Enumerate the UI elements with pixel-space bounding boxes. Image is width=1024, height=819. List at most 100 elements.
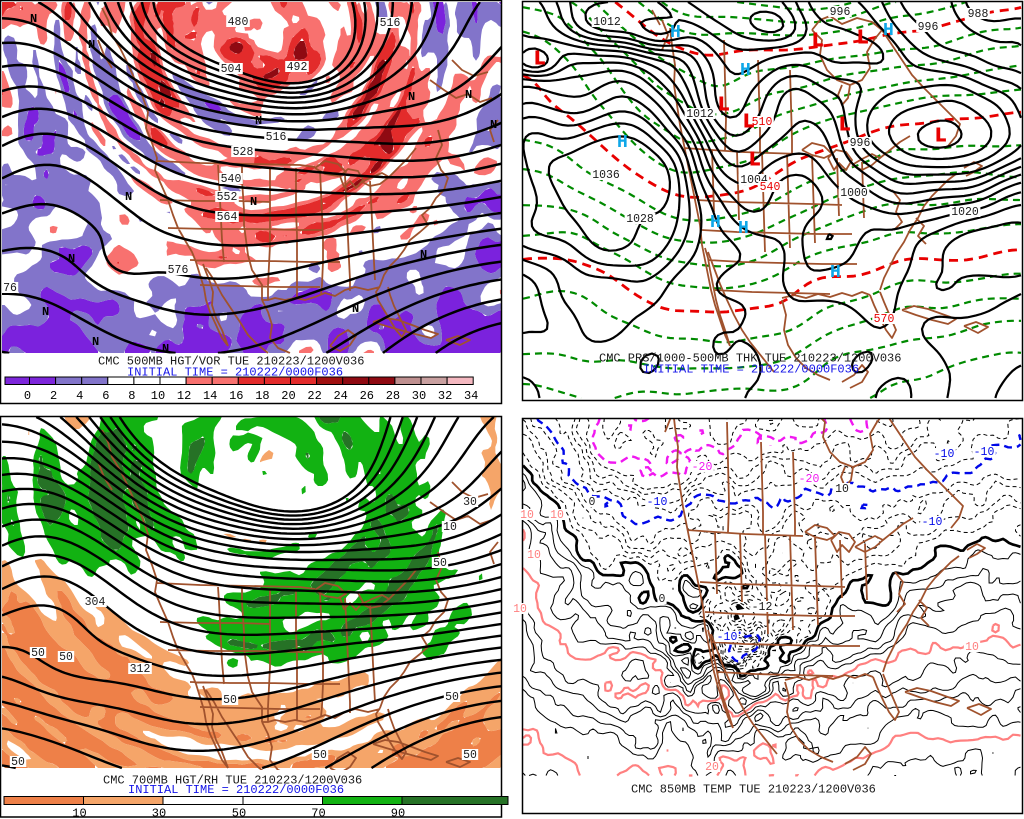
svg-text:H: H	[617, 133, 628, 153]
svg-text:988: 988	[968, 8, 989, 21]
svg-text:N: N	[408, 90, 415, 104]
svg-text:552: 552	[217, 191, 238, 204]
svg-text:CMC PRS/1000-500MB THK TUE 210: CMC PRS/1000-500MB THK TUE 210223/1200V0…	[599, 352, 901, 366]
svg-text:N: N	[88, 38, 95, 52]
svg-text:6: 6	[102, 389, 109, 403]
svg-text:50: 50	[11, 756, 25, 769]
svg-text:10: 10	[151, 389, 165, 403]
svg-text:34: 34	[464, 389, 478, 403]
svg-text:N: N	[250, 195, 257, 209]
svg-text:2: 2	[50, 389, 57, 403]
svg-text:12: 12	[177, 389, 191, 403]
svg-text:H: H	[738, 219, 749, 239]
svg-text:N: N	[162, 342, 169, 356]
svg-text:N: N	[68, 252, 75, 266]
svg-text:50: 50	[232, 807, 246, 819]
svg-text:H: H	[740, 61, 751, 81]
svg-text:50: 50	[223, 694, 237, 707]
svg-text:L: L	[718, 94, 729, 116]
svg-text:50: 50	[59, 651, 73, 664]
svg-text:N: N	[465, 88, 472, 102]
svg-text:32: 32	[438, 389, 452, 403]
svg-text:N: N	[92, 335, 99, 349]
svg-text:996: 996	[850, 137, 871, 150]
svg-text:90: 90	[391, 807, 405, 819]
svg-text:N: N	[352, 302, 359, 316]
svg-text:8: 8	[128, 389, 135, 403]
svg-text:22: 22	[307, 389, 321, 403]
svg-text:N: N	[255, 114, 262, 128]
svg-text:492: 492	[287, 61, 308, 74]
svg-text:-10: -10	[934, 448, 955, 461]
svg-text:-12: -12	[752, 601, 773, 614]
svg-text:50: 50	[463, 749, 477, 762]
svg-text:H: H	[710, 213, 721, 233]
svg-text:510: 510	[752, 116, 773, 129]
svg-text:H: H	[670, 23, 681, 43]
svg-text:0: 0	[24, 389, 31, 403]
svg-text:INITIAL TIME = 210222/0000F036: INITIAL TIME = 210222/0000F036	[643, 363, 859, 377]
svg-text:CMC 850MB TEMP TUE 210223/1200: CMC 850MB TEMP TUE 210223/1200V036	[631, 783, 876, 797]
svg-text:CMC 700MB HGT/RH TUE 210223/12: CMC 700MB HGT/RH TUE 210223/1200V036	[103, 774, 362, 788]
svg-text:N: N	[125, 190, 132, 204]
svg-text:540: 540	[760, 181, 781, 194]
svg-text:1000: 1000	[840, 187, 868, 200]
svg-text:10: 10	[550, 509, 564, 522]
svg-text:H: H	[830, 263, 841, 283]
svg-text:26: 26	[360, 389, 374, 403]
svg-text:70: 70	[311, 807, 325, 819]
svg-text:20: 20	[281, 389, 295, 403]
svg-text:50: 50	[445, 691, 459, 704]
svg-text:570: 570	[874, 313, 895, 326]
svg-text:4: 4	[76, 389, 83, 403]
svg-text:996: 996	[830, 6, 851, 19]
svg-text:L: L	[743, 111, 754, 133]
svg-text:N: N	[30, 12, 37, 26]
svg-text:312: 312	[130, 663, 151, 676]
svg-text:50: 50	[433, 557, 447, 570]
svg-text:10: 10	[965, 641, 979, 654]
svg-text:L: L	[935, 125, 946, 147]
svg-text:480: 480	[228, 16, 249, 29]
svg-text:504: 504	[221, 63, 242, 76]
svg-text:304: 304	[85, 596, 106, 609]
svg-text:0: 0	[589, 496, 596, 509]
svg-text:1012: 1012	[593, 16, 621, 29]
svg-text:L: L	[749, 149, 760, 171]
svg-text:18: 18	[255, 389, 269, 403]
svg-text:-10: -10	[922, 516, 943, 529]
svg-text:50: 50	[313, 749, 327, 762]
svg-text:28: 28	[386, 389, 400, 403]
svg-text:564: 564	[217, 211, 238, 224]
svg-text:CMC 500MB HGT/VOR TUE 210223/1: CMC 500MB HGT/VOR TUE 210223/1200V036	[98, 355, 364, 369]
svg-text:516: 516	[380, 17, 401, 30]
svg-text:INITIAL TIME = 210222/0000F036: INITIAL TIME = 210222/0000F036	[128, 783, 344, 797]
svg-text:996: 996	[918, 21, 939, 34]
svg-text:10: 10	[527, 549, 541, 562]
svg-text:50: 50	[31, 647, 45, 660]
svg-text:L: L	[857, 27, 868, 49]
svg-text:10: 10	[513, 603, 527, 616]
svg-text:N: N	[490, 118, 497, 132]
svg-text:10: 10	[72, 807, 86, 819]
svg-text:10: 10	[520, 509, 534, 522]
svg-text:N: N	[42, 305, 49, 319]
svg-text:L: L	[839, 114, 850, 136]
svg-text:1036: 1036	[592, 169, 620, 182]
svg-text:14: 14	[203, 389, 217, 403]
svg-text:N: N	[420, 248, 427, 262]
svg-text:-10: -10	[974, 446, 995, 459]
svg-text:1012: 1012	[686, 108, 714, 121]
svg-text:H: H	[883, 21, 894, 41]
svg-text:1020: 1020	[951, 206, 979, 219]
svg-text:576: 576	[168, 264, 189, 277]
svg-text:10: 10	[835, 483, 849, 496]
svg-text:16: 16	[229, 389, 243, 403]
svg-text:-20: -20	[692, 461, 713, 474]
svg-text:-20: -20	[799, 473, 820, 486]
svg-text:76: 76	[3, 282, 17, 295]
svg-text:0: 0	[659, 593, 666, 606]
svg-text:30: 30	[412, 389, 426, 403]
svg-text:-10: -10	[717, 631, 738, 644]
svg-text:-10: -10	[647, 496, 668, 509]
